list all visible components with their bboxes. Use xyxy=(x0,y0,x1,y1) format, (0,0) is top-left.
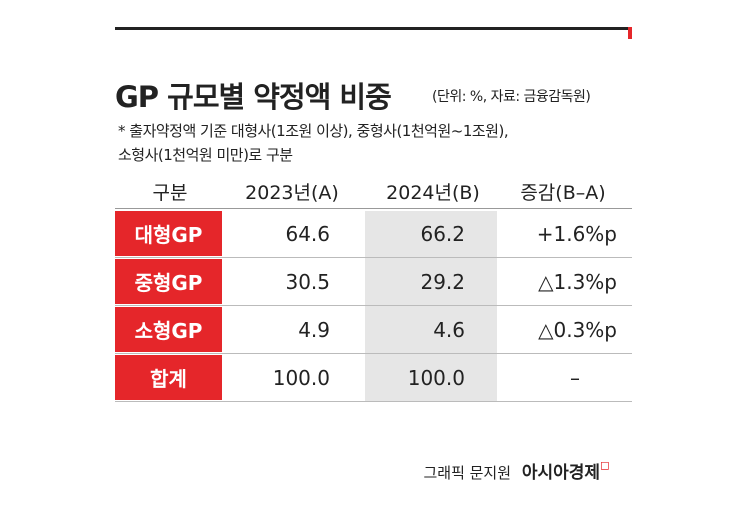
footer: 그래픽 문지원 아시아경제◻ xyxy=(423,458,610,483)
cell-value: 29.2 xyxy=(420,269,465,294)
cell-value: 30.5 xyxy=(285,269,330,294)
unit-note: (단위: %, 자료: 금융감독원) xyxy=(432,89,591,105)
brand: 아시아경제 xyxy=(521,463,601,483)
column-header: 증감(B–A) xyxy=(520,181,606,204)
cell-value: 4.9 xyxy=(298,317,330,342)
cell-value: +1.6%p xyxy=(536,221,617,246)
cell-value: 100.0 xyxy=(272,365,330,390)
note: * 출자약정액 기준 대형사(1조원 이상), 중형사(1천억원~1조원), xyxy=(118,122,509,140)
row-label: 합계 xyxy=(115,355,222,400)
column-header: 2023년(A) xyxy=(245,181,339,204)
cell-value: △1.3%p xyxy=(538,269,617,294)
cell-value: 100.0 xyxy=(407,365,465,390)
cell-value: 4.6 xyxy=(433,317,465,342)
cell-value: △0.3%p xyxy=(538,317,617,342)
column-header: 2024년(B) xyxy=(386,181,480,204)
rule xyxy=(115,257,632,258)
credit: 그래픽 문지원 xyxy=(423,464,512,482)
cell-value: 64.6 xyxy=(285,221,330,246)
row-label: 소형GP xyxy=(115,307,222,352)
note: 소형사(1천억원 미만)로 구분 xyxy=(118,146,293,164)
accent-mark xyxy=(628,27,632,39)
row-label: 대형GP xyxy=(115,211,222,256)
top-rule xyxy=(115,27,632,30)
highlight-column xyxy=(365,211,497,401)
cell-value: 66.2 xyxy=(420,221,465,246)
rule xyxy=(115,208,632,209)
column-header: 구분 xyxy=(152,181,188,204)
cell-value: – xyxy=(570,365,580,390)
rule xyxy=(115,401,632,402)
title: GP 규모별 약정액 비중 xyxy=(115,80,392,114)
rule xyxy=(115,353,632,354)
row-label: 중형GP xyxy=(115,259,222,304)
rule xyxy=(115,305,632,306)
